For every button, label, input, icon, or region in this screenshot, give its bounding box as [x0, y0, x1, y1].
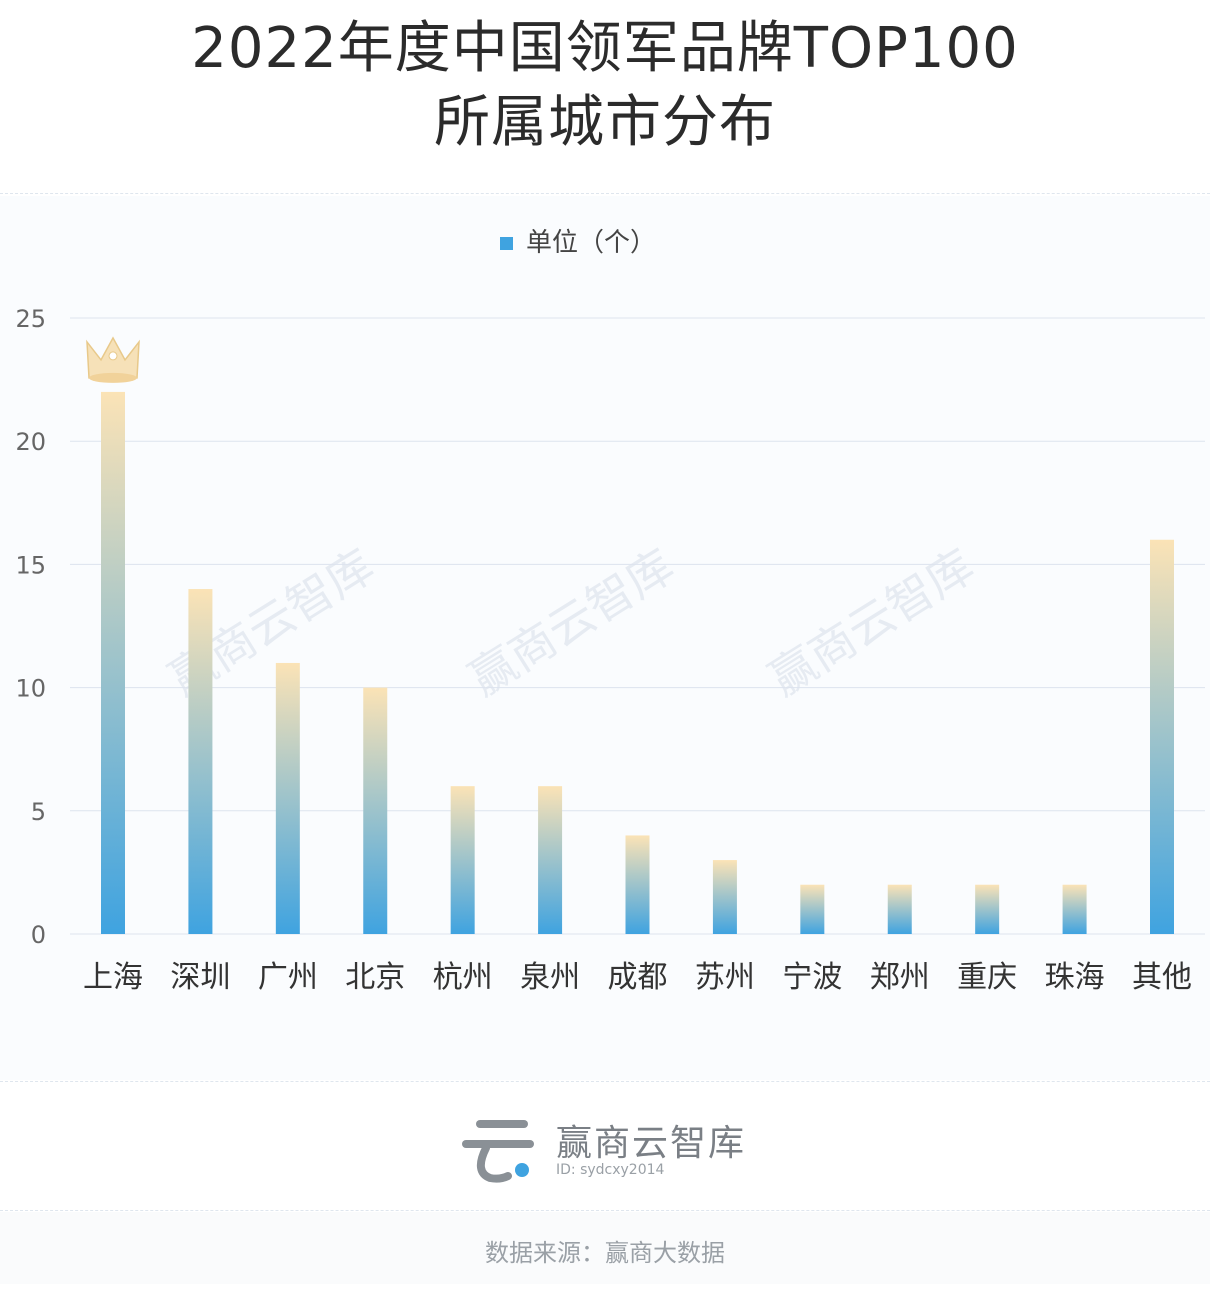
chart-divider — [0, 1081, 1210, 1082]
bar-苏州 — [712, 860, 737, 934]
footer-divider — [0, 1210, 1210, 1211]
legend-swatch — [500, 237, 513, 250]
brand-logo: 赢商云智库 ID: sydcxy2014 — [460, 1110, 780, 1190]
y-tick-15: 15 — [15, 551, 46, 579]
crown-icon — [86, 336, 140, 383]
bar-深圳 — [188, 589, 213, 934]
bar-重庆 — [975, 884, 1000, 934]
bar-chart: 赢商云智库 赢商云智库 赢商云智库 0510152025 上海 深圳 广州 北京 杭州 泉州成… — [15, 228, 1205, 995]
bar-成都 — [625, 835, 650, 934]
bar-宁波 — [800, 884, 825, 934]
x-label-深圳: 深圳 — [170, 960, 230, 995]
x-label-郑州: 郑州 — [870, 960, 930, 995]
x-label-重庆: 重庆 — [957, 960, 1017, 995]
x-label-广州: 广州 — [258, 960, 318, 995]
y-tick-25: 25 — [15, 305, 46, 333]
x-label-苏州: 苏州 — [695, 960, 755, 995]
legend-label: 单位（个） — [526, 228, 656, 258]
crown-gem — [108, 351, 118, 361]
bar-郑州 — [887, 884, 912, 934]
y-tick-5: 5 — [31, 798, 46, 826]
chart-area: 赢商云智库 赢商云智库 赢商云智库 0 5 10 15 20 25 上海 深圳 广州 北京 杭州 泉州成… — [0, 196, 1210, 1080]
x-label-宁波: 宁波 — [782, 960, 842, 995]
data-source: 数据来源：赢商大数据 — [0, 1212, 1210, 1284]
bar-珠海 — [1062, 884, 1087, 934]
brand-name: 赢商云智库 — [556, 1123, 747, 1164]
bar-泉州 — [538, 786, 563, 934]
legend: 单位（个） — [500, 228, 656, 258]
x-label-珠海: 珠海 — [1045, 960, 1105, 995]
bar-广州 — [275, 662, 300, 934]
x-label-成都: 成都 — [608, 960, 668, 995]
brand-logo-icon — [462, 1120, 534, 1183]
brand-id: ID: sydcxy2014 — [556, 1162, 665, 1178]
bar-其他 — [1150, 539, 1174, 934]
y-tick-0: 0 — [31, 921, 46, 949]
bar-北京 — [363, 687, 388, 934]
bars — [101, 391, 1174, 934]
title-line-1: 2022年度中国领军品牌TOP100 — [191, 16, 1019, 81]
x-label-泉州: 泉州 — [520, 960, 580, 995]
footer: 赢商云智库 ID: sydcxy2014 — [0, 1082, 1210, 1210]
bar-上海 — [101, 391, 125, 934]
x-axis-labels: 上海 深圳 广州 北京 杭州 泉州 成都 苏州 宁波 郑州 重庆 珠海 其他 — [83, 960, 1192, 995]
y-tick-10: 10 — [15, 675, 46, 703]
watermark-1: 赢商云智库 — [460, 539, 684, 707]
y-tick-20: 20 — [15, 428, 46, 456]
watermark-2: 赢商云智库 — [760, 539, 984, 707]
x-label-杭州: 杭州 — [433, 960, 493, 995]
crown-base — [89, 372, 137, 383]
bar-杭州 — [450, 786, 475, 934]
y-axis-ticks: 0 5 10 15 20 25 — [15, 305, 46, 949]
x-label-上海: 上海 — [83, 960, 143, 995]
chart-title: 2022年度中国领军品牌TOP100 所属城市分布 — [0, 0, 1210, 192]
title-line-2: 所属城市分布 — [434, 90, 776, 155]
x-label-北京: 北京 — [345, 960, 405, 995]
gridlines — [70, 317, 1205, 935]
header-divider — [0, 193, 1210, 194]
x-label-其他: 其他 — [1132, 960, 1192, 995]
